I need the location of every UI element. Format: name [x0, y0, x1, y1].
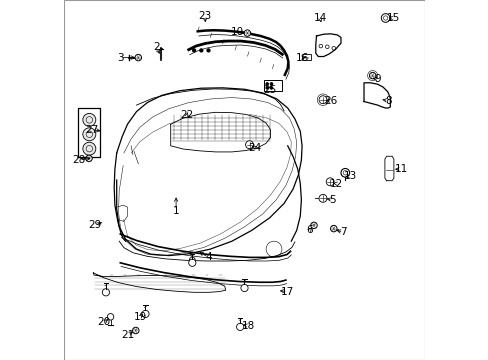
- Circle shape: [132, 327, 139, 334]
- Text: 15: 15: [386, 13, 400, 23]
- Text: 25: 25: [263, 85, 276, 95]
- Text: 8: 8: [385, 96, 391, 106]
- Circle shape: [189, 257, 195, 263]
- Circle shape: [241, 284, 247, 292]
- Circle shape: [82, 128, 96, 141]
- Circle shape: [265, 83, 268, 85]
- Text: 19: 19: [133, 312, 146, 322]
- Text: 22: 22: [180, 110, 193, 120]
- Text: 13: 13: [344, 171, 357, 181]
- Circle shape: [135, 54, 141, 61]
- Text: 16: 16: [295, 53, 308, 63]
- Text: 17: 17: [281, 287, 294, 297]
- Text: 28: 28: [72, 155, 85, 165]
- Bar: [302, 54, 310, 60]
- Circle shape: [200, 49, 203, 52]
- Text: 4: 4: [205, 252, 211, 262]
- Circle shape: [330, 225, 336, 232]
- Text: 21: 21: [121, 330, 134, 340]
- Circle shape: [318, 96, 326, 104]
- Text: 2: 2: [153, 42, 159, 52]
- Circle shape: [310, 222, 317, 229]
- Text: 5: 5: [329, 195, 335, 205]
- Text: 20: 20: [97, 317, 110, 327]
- Text: 3: 3: [117, 53, 123, 63]
- Text: 27: 27: [85, 125, 98, 135]
- Circle shape: [82, 142, 96, 155]
- Circle shape: [245, 141, 253, 149]
- Circle shape: [318, 194, 326, 202]
- Text: 29: 29: [88, 220, 102, 230]
- Circle shape: [188, 259, 196, 266]
- Circle shape: [270, 83, 272, 85]
- Text: 10: 10: [230, 27, 244, 37]
- Text: 1: 1: [172, 206, 179, 216]
- Text: 18: 18: [241, 321, 254, 331]
- Text: 24: 24: [248, 143, 262, 153]
- Circle shape: [265, 87, 268, 89]
- Text: 26: 26: [324, 96, 337, 106]
- Text: 6: 6: [305, 225, 312, 235]
- Circle shape: [102, 289, 109, 296]
- Circle shape: [325, 178, 333, 186]
- Circle shape: [82, 113, 96, 126]
- Polygon shape: [170, 112, 270, 152]
- Circle shape: [206, 49, 209, 52]
- Bar: [264, 80, 281, 91]
- Circle shape: [142, 310, 149, 318]
- Text: 12: 12: [329, 179, 342, 189]
- Polygon shape: [93, 273, 225, 292]
- Text: 14: 14: [313, 13, 326, 23]
- Circle shape: [85, 155, 92, 162]
- Text: 9: 9: [374, 74, 380, 84]
- Circle shape: [236, 323, 244, 330]
- Circle shape: [107, 314, 114, 320]
- Circle shape: [270, 87, 272, 89]
- Circle shape: [244, 30, 250, 36]
- Circle shape: [381, 14, 389, 22]
- Text: 7: 7: [340, 227, 346, 237]
- Text: 23: 23: [198, 11, 211, 21]
- Text: 11: 11: [394, 164, 407, 174]
- Polygon shape: [78, 108, 101, 157]
- Circle shape: [192, 49, 195, 52]
- Circle shape: [368, 72, 375, 79]
